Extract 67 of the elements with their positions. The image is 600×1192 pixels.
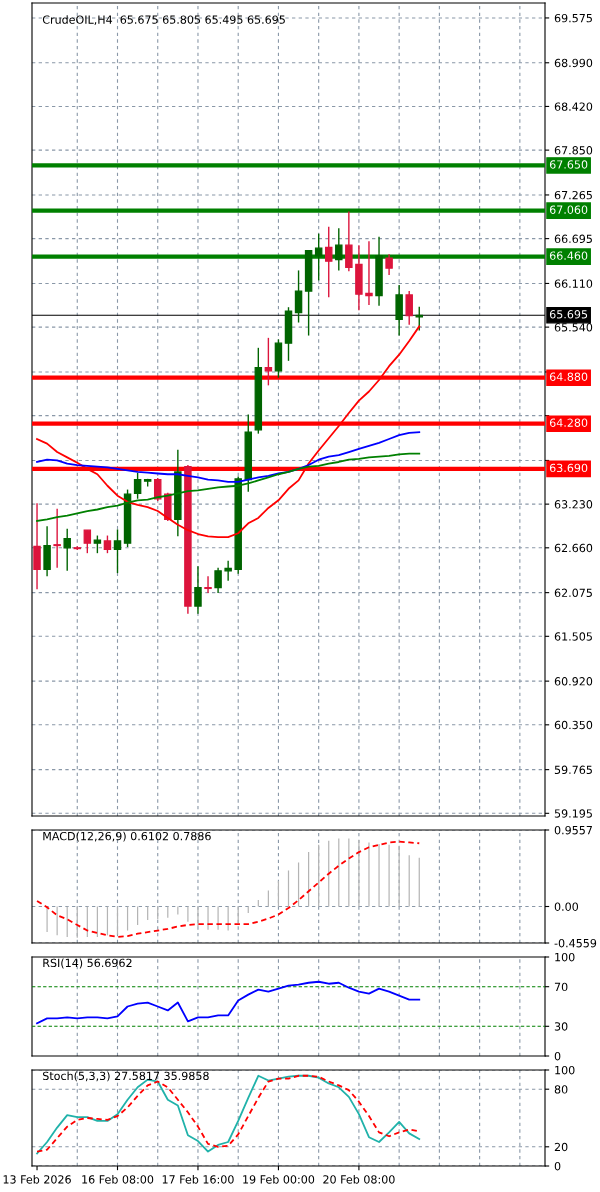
- candlestick: [324, 226, 333, 298]
- chart-title: RSI(14) 56.6962: [43, 958, 132, 969]
- ref-line-label: 67.650: [549, 160, 588, 169]
- y-tick-label: 59.195: [554, 809, 592, 818]
- y-tick-label: 68.990: [554, 58, 593, 68]
- y-tick-label: 59.765: [554, 765, 592, 775]
- x-tick-label: 17 Feb 16:00: [162, 1175, 234, 1184]
- candlestick: [153, 477, 162, 502]
- y-tick-label: 0: [554, 1051, 561, 1061]
- y-tick-label: 100: [555, 952, 575, 962]
- y-tick-label: 63.230: [554, 500, 593, 509]
- y-tick-label: 60.350: [554, 720, 593, 730]
- line-series: [36, 980, 421, 1025]
- x-tick-label: 19 Feb 00:00: [243, 1175, 315, 1184]
- y-tick-label: 0.9557: [554, 825, 592, 835]
- ref-line-label: 66.460: [549, 251, 588, 260]
- candlestick: [33, 502, 41, 590]
- candlestick: [405, 290, 413, 326]
- chart-title: Stoch(5,3,3) 27.5817 35.9858: [42, 1071, 209, 1082]
- y-tick-label: 69.575: [554, 13, 592, 23]
- y-tick-label: 65.540: [554, 323, 593, 332]
- x-tick-label: 13 Feb 2026: [3, 1175, 71, 1184]
- candlestick: [204, 575, 212, 594]
- y-tick-label: 62.075: [554, 588, 592, 598]
- y-tick-label: 67.265: [554, 190, 592, 200]
- y-tick-label: 61.505: [554, 632, 592, 641]
- ref-line-label: 65.695: [549, 310, 588, 319]
- line-series: [36, 452, 421, 522]
- y-tick-label: 70: [554, 982, 568, 992]
- y-tick-label: 66.695: [554, 234, 592, 243]
- y-tick-label: 20: [554, 1142, 568, 1152]
- candlestick: [294, 269, 303, 324]
- x-tick-label: 16 Feb 08:00: [82, 1175, 154, 1184]
- candlestick: [335, 227, 343, 272]
- candlestick: [314, 232, 323, 282]
- candlestick: [224, 560, 232, 582]
- line-series: [36, 840, 421, 938]
- candlestick: [194, 565, 202, 615]
- candlestick: [43, 525, 51, 577]
- y-tick-label: 60.920: [554, 677, 593, 686]
- x-tick-label: 20 Feb 08:00: [323, 1175, 395, 1184]
- y-tick-label: 30: [554, 1022, 568, 1031]
- ref-line-label: 67.060: [549, 205, 588, 214]
- candlestick: [365, 240, 373, 306]
- ref-line-label: 64.280: [549, 418, 588, 427]
- y-tick-label: 80: [554, 1085, 568, 1094]
- y-tick-label: 0.00: [554, 902, 579, 911]
- y-tick-label: 68.420: [554, 102, 593, 111]
- candlestick: [214, 567, 222, 594]
- candlestick: [264, 337, 273, 387]
- text: CrudeOIL,H4 65.675 65.805 65.495 65.695: [42, 15, 285, 25]
- candlestick: [53, 508, 61, 569]
- ref-line-label: 63.690: [549, 463, 588, 473]
- candlestick: [345, 210, 353, 272]
- candlestick: [63, 527, 71, 572]
- chart-title: MACD(12,26,9) 0.6102 0.7886: [43, 831, 211, 842]
- y-tick-label: 100: [555, 1065, 575, 1075]
- candlestick: [83, 529, 92, 554]
- candlestick: [133, 472, 142, 500]
- y-tick-label: 62.660: [554, 543, 593, 553]
- y-tick-label: 67.850: [554, 146, 593, 155]
- y-tick-label: -0.4559: [554, 938, 597, 948]
- y-tick-label: 0: [554, 1161, 561, 1171]
- ref-line-label: 64.880: [549, 372, 588, 381]
- line-series: [36, 431, 421, 483]
- y-tick-label: 66.110: [554, 279, 593, 288]
- candlestick: [385, 253, 393, 276]
